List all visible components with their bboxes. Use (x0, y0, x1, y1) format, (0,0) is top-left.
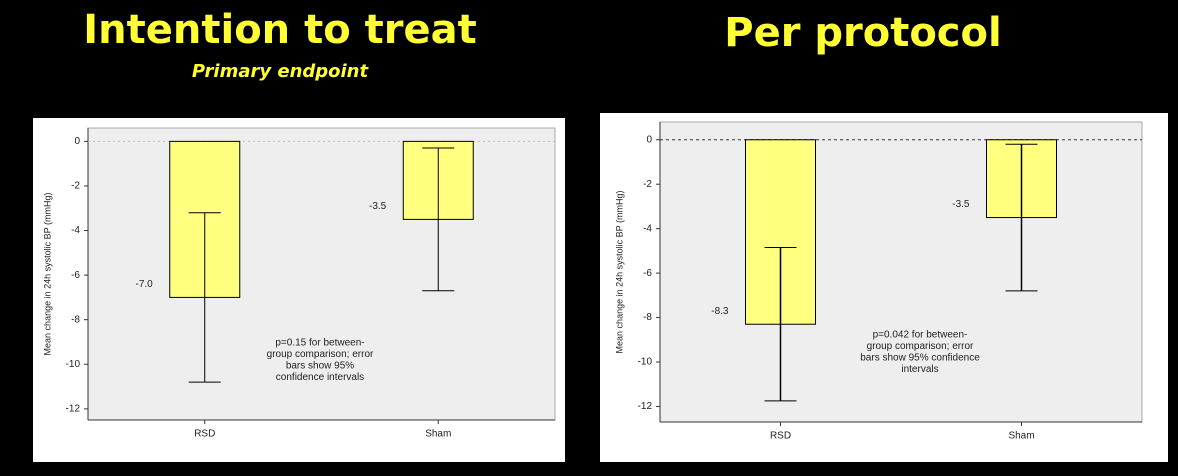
x-tick-label: RSD (770, 431, 791, 442)
annotation: intervals (901, 364, 938, 375)
x-tick-label: RSD (194, 429, 215, 440)
y-tick-label: -4 (643, 223, 652, 234)
y-tick-label: -2 (643, 179, 652, 190)
value-label: -3.5 (369, 201, 387, 212)
y-tick-label: -2 (71, 181, 80, 192)
y-tick-label: -10 (66, 359, 81, 370)
y-tick-label: -8 (71, 314, 80, 325)
annotation: p=0.042 for between- (873, 330, 968, 341)
y-tick-label: -10 (638, 357, 653, 368)
y-tick-label: -8 (643, 312, 652, 323)
annotation: group comparison; error (267, 349, 374, 360)
chart-title: Per protocol (724, 10, 1001, 56)
value-label: -3.5 (952, 199, 970, 210)
y-tick-label: -6 (71, 270, 80, 281)
y-tick-label: -6 (643, 268, 652, 279)
annotation: bars show 95% (286, 361, 354, 372)
annotation: confidence intervals (276, 372, 364, 383)
plot-area (659, 121, 1143, 423)
x-tick-label: Sham (1008, 431, 1034, 442)
y-tick-label: -12 (638, 401, 653, 412)
plot-area (87, 127, 556, 421)
chart-title: Intention to treat (83, 7, 476, 53)
annotation: group comparison; error (867, 341, 974, 352)
value-label: -8.3 (711, 306, 729, 317)
y-tick-label: 0 (646, 134, 652, 145)
y-tick-label: 0 (74, 136, 80, 147)
x-tick-label: Sham (425, 429, 451, 440)
y-tick-label: -12 (66, 403, 81, 414)
y-axis-label: Mean change in 24h systolic BP (mmHg) (42, 193, 52, 356)
chart-subtitle: Primary endpoint (192, 61, 370, 82)
y-axis-label: Mean change in 24h systolic BP (mmHg) (614, 191, 624, 354)
value-label: -7.0 (136, 279, 154, 290)
annotation: bars show 95% confidence (860, 353, 980, 364)
y-tick-label: -4 (71, 225, 80, 236)
annotation: p=0.15 for between- (275, 338, 364, 349)
